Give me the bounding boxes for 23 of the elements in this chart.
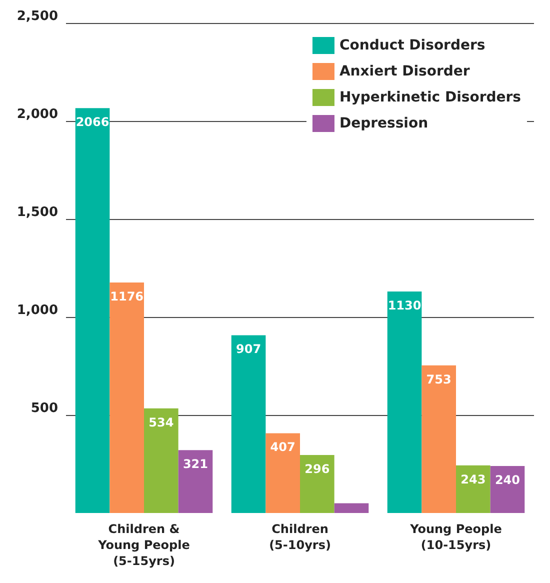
y-tick-label: 2,500 <box>16 9 58 24</box>
data-label: 534 <box>148 415 174 430</box>
legend-label: Depression <box>339 116 428 132</box>
data-label: 2066 <box>76 115 110 130</box>
data-label: 907 <box>236 342 262 356</box>
x-tick-label: Children & Young People (5-15yrs) <box>97 522 190 568</box>
data-label: 321 <box>182 457 208 472</box>
data-label: 407 <box>270 440 296 454</box>
data-label: 1176 <box>110 290 144 304</box>
legend-label: Anxiert Disorder <box>339 64 470 80</box>
y-tick-label: 1,500 <box>16 205 58 220</box>
data-label: 296 <box>304 462 330 476</box>
data-label: 753 <box>426 372 452 386</box>
data-label: 240 <box>494 472 520 487</box>
x-tick-label: Children (5-10yrs) <box>269 522 331 552</box>
data-label: 243 <box>460 472 486 486</box>
y-tick-label: 2,000 <box>16 107 58 122</box>
legend-label: Conduct Disorders <box>339 38 486 54</box>
x-tick-label: Young People (10-15yrs) <box>409 522 502 552</box>
legend-label: Hyperkinetic Disorders <box>339 90 522 106</box>
y-tick-label: 500 <box>30 401 58 416</box>
data-label: 1130 <box>388 298 422 313</box>
y-tick-label: 1,000 <box>16 303 58 318</box>
